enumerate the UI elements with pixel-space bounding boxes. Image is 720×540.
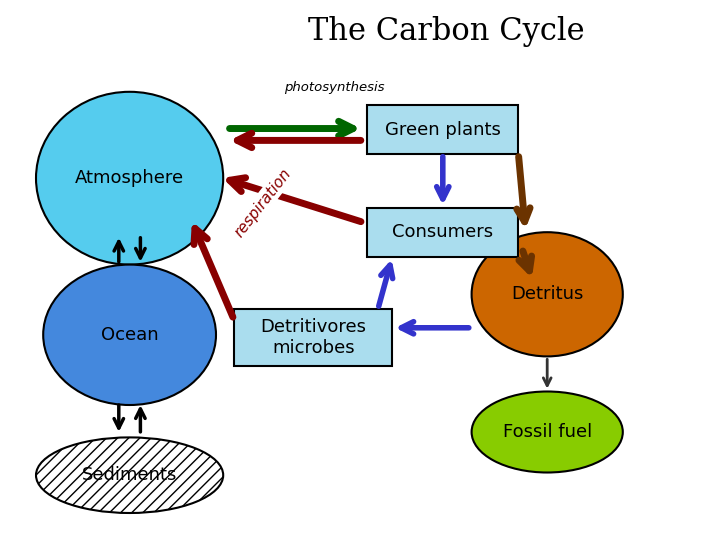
Text: Sediments: Sediments: [82, 466, 177, 484]
Text: photosynthesis: photosynthesis: [284, 82, 385, 94]
Ellipse shape: [43, 265, 216, 405]
Text: Atmosphere: Atmosphere: [75, 169, 184, 187]
Ellipse shape: [36, 92, 223, 265]
Text: respiration: respiration: [232, 165, 294, 240]
Text: Green plants: Green plants: [385, 120, 500, 139]
Text: Ocean: Ocean: [101, 326, 158, 344]
Text: Fossil fuel: Fossil fuel: [503, 423, 592, 441]
Ellipse shape: [36, 437, 223, 513]
Text: The Carbon Cycle: The Carbon Cycle: [308, 16, 585, 47]
Text: Detritivores
microbes: Detritivores microbes: [260, 318, 366, 357]
FancyBboxPatch shape: [367, 105, 518, 154]
FancyBboxPatch shape: [367, 208, 518, 256]
Text: Detritus: Detritus: [511, 285, 583, 303]
Ellipse shape: [472, 232, 623, 356]
Ellipse shape: [472, 392, 623, 472]
FancyBboxPatch shape: [234, 309, 392, 366]
Text: Consumers: Consumers: [392, 223, 493, 241]
